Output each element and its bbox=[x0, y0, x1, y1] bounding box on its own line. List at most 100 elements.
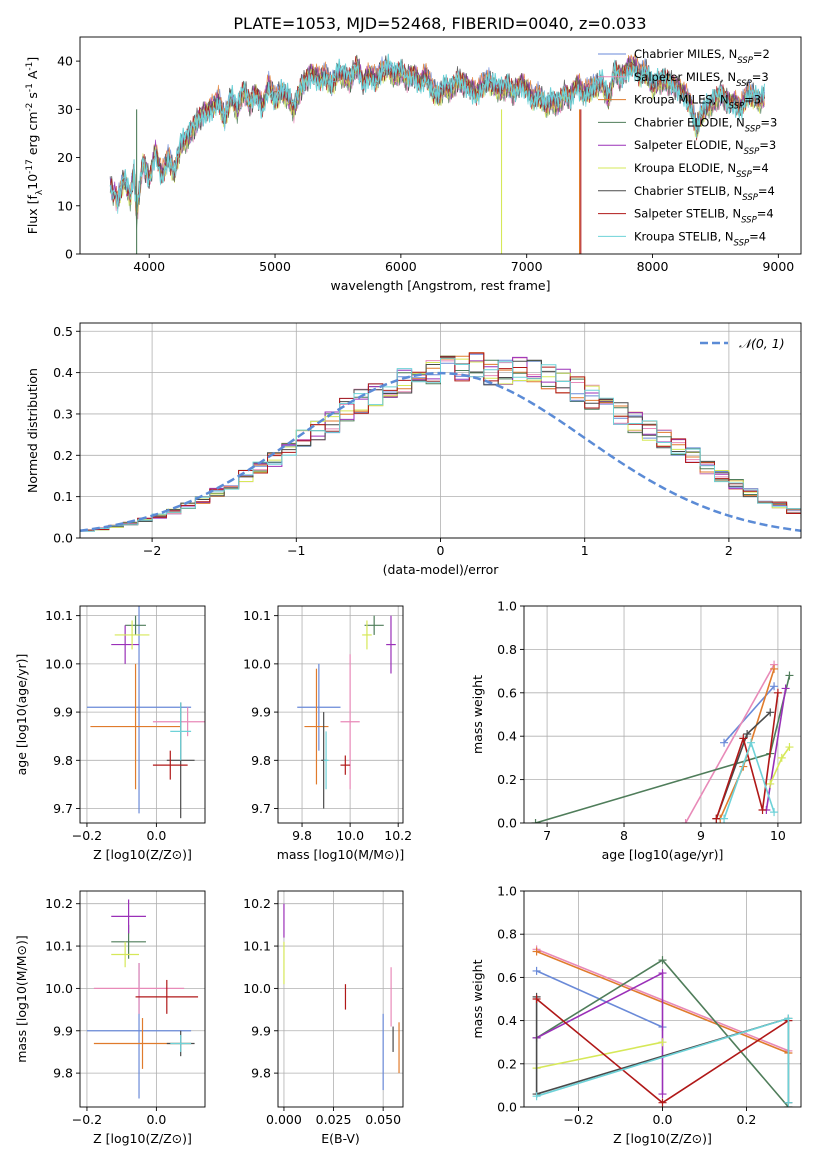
y-tick-label: 1.0 bbox=[497, 884, 517, 899]
x-axis-label: age [log10(age/yr)] bbox=[602, 847, 724, 862]
y-axis-label: age [log10(age/yr)] bbox=[14, 654, 29, 776]
y-tick-label: 10.2 bbox=[45, 896, 73, 911]
legend-text: =3 bbox=[760, 115, 777, 129]
label-fragment: wavelength [Angstrom, rest frame] bbox=[330, 278, 550, 293]
legend-label: Salpeter MILES, NSSP=3 bbox=[634, 70, 769, 89]
x-tick-label: 4000 bbox=[133, 259, 165, 274]
histogram-step-7 bbox=[80, 352, 801, 531]
legend-subscript: SSP bbox=[729, 102, 745, 112]
plot-area bbox=[531, 660, 794, 823]
histogram-step-8 bbox=[80, 357, 801, 532]
weight-marker bbox=[770, 808, 779, 817]
label-fragment: Flux [f bbox=[25, 194, 40, 234]
y-tick-label: 0.0 bbox=[497, 1100, 517, 1115]
legend-label: Kroupa MILES, NSSP=3 bbox=[634, 93, 761, 112]
label-fragment: Normed distribution bbox=[25, 368, 40, 493]
label-fragment: s bbox=[25, 92, 40, 103]
y-tick-label: 0.3 bbox=[53, 406, 73, 421]
legend-label: 𝒩(0, 1) bbox=[739, 336, 785, 351]
weight-line-3 bbox=[535, 675, 791, 823]
x-axis-label: E(B-V) bbox=[321, 1131, 360, 1146]
label-fragment: (data-model)/error bbox=[383, 562, 500, 577]
label-fragment: mass [log10(M/M⊙)] bbox=[14, 935, 29, 1063]
plot-area bbox=[109, 53, 765, 254]
y-tick-label: 10.1 bbox=[45, 939, 73, 954]
model-line-overlay bbox=[109, 53, 765, 211]
y-tick-label: 9.7 bbox=[251, 801, 271, 816]
y-tick-label: 0.4 bbox=[497, 729, 517, 744]
legend-label: Kroupa STELIB, NSSP=4 bbox=[634, 229, 766, 248]
legend-text: Kroupa MILES, N bbox=[634, 93, 729, 107]
y-tick-label: 0.8 bbox=[497, 642, 517, 657]
panel-age-vs-mass: 9.8 10.0 10.2 9.7 9.8 9.9 10.0 10.1 mass [log10(… bbox=[243, 605, 412, 862]
legend-text: Kroupa STELIB, N bbox=[634, 229, 734, 243]
weight-marker bbox=[739, 734, 748, 743]
x-tick-label: −0.2 bbox=[72, 828, 102, 843]
panel-spectrum: 4000 5000 6000 7000 8000 9000 0 10 20 30 40 wavelen… bbox=[25, 36, 802, 293]
label-fragment: -17 bbox=[25, 159, 35, 174]
x-tick-label: −0.2 bbox=[563, 1112, 593, 1127]
x-tick-label: 10.0 bbox=[336, 828, 364, 843]
plot-area bbox=[297, 615, 396, 809]
x-tick-label: 0.0 bbox=[146, 828, 166, 843]
weight-marker bbox=[758, 805, 767, 814]
x-tick-label: 9.8 bbox=[292, 828, 312, 843]
weight-marker bbox=[658, 956, 667, 965]
label-fragment: mass weight bbox=[470, 959, 485, 1038]
weight-marker bbox=[766, 708, 775, 717]
x-tick-label: 6000 bbox=[385, 259, 417, 274]
y-tick-label: 0.6 bbox=[497, 970, 517, 985]
label-fragment: E(B-V) bbox=[321, 1131, 360, 1146]
legend-subscript: SSP bbox=[736, 170, 752, 180]
y-axis-label: mass weight bbox=[470, 675, 485, 754]
y-tick-label: 0.8 bbox=[497, 927, 517, 942]
y-tick-label: 1.0 bbox=[497, 599, 517, 614]
normal-curve bbox=[80, 371, 801, 533]
y-tick-label: 10.0 bbox=[45, 656, 73, 671]
weight-marker bbox=[766, 779, 775, 788]
label-fragment: λ bbox=[35, 189, 45, 195]
weight-marker bbox=[784, 1098, 793, 1107]
plot-area bbox=[283, 903, 400, 1091]
weight-marker bbox=[720, 738, 729, 747]
axes-frame bbox=[79, 36, 802, 255]
label-fragment: A bbox=[25, 70, 40, 83]
axes-frame bbox=[277, 605, 404, 824]
weight-marker bbox=[658, 1090, 667, 1099]
panel-residuals: −2 −1 0 1 2 0.0 0.1 0.2 0.3 0.4 0.5 (data-model)/er… bbox=[25, 322, 802, 577]
histogram-step-5 bbox=[80, 355, 801, 532]
x-tick-label: 7 bbox=[543, 828, 551, 843]
plot-area bbox=[86, 899, 199, 1099]
legend-text: =2 bbox=[753, 47, 770, 61]
legend-text: Salpeter MILES, N bbox=[634, 70, 736, 84]
y-axis-label: mass [log10(M/M⊙)] bbox=[14, 935, 29, 1063]
x-tick-label: 2 bbox=[725, 543, 733, 558]
x-tick-label: −2 bbox=[143, 543, 161, 558]
weight-marker bbox=[785, 671, 794, 680]
x-tick-label: 10 bbox=[770, 828, 786, 843]
weight-marker bbox=[781, 684, 790, 693]
histogram-step-6 bbox=[80, 355, 801, 531]
weight-line-5 bbox=[536, 1041, 663, 1069]
legend-text: =3 bbox=[759, 138, 776, 152]
legend-text: =4 bbox=[758, 184, 775, 198]
x-tick-label: 10.2 bbox=[384, 828, 412, 843]
x-tick-label: 8 bbox=[620, 828, 628, 843]
legend-label: Chabrier STELIB, NSSP=4 bbox=[634, 184, 775, 203]
panel-age-vs-Z: −0.2 0.0 9.7 9.8 9.9 10.0 10.1 Z [log10(Z/Z⊙)] a… bbox=[14, 605, 206, 862]
legend-subscript: SSP bbox=[741, 216, 757, 226]
legend-text: =3 bbox=[744, 93, 761, 107]
axes-frame bbox=[277, 890, 404, 1108]
weight-marker bbox=[720, 814, 729, 823]
x-axis-label: mass [log10(M/M⊙)] bbox=[277, 847, 405, 862]
x-tick-label: −0.2 bbox=[72, 1112, 102, 1127]
weight-line-2 bbox=[719, 668, 775, 820]
histogram-step-4 bbox=[80, 356, 801, 532]
x-tick-label: 7000 bbox=[511, 259, 543, 274]
y-tick-label: 9.9 bbox=[251, 1023, 271, 1038]
y-tick-label: 0.1 bbox=[53, 489, 73, 504]
weight-marker bbox=[532, 995, 541, 1003]
histogram-step-0 bbox=[80, 353, 801, 532]
label-fragment: -1 bbox=[25, 62, 35, 71]
weight-marker bbox=[681, 819, 690, 823]
